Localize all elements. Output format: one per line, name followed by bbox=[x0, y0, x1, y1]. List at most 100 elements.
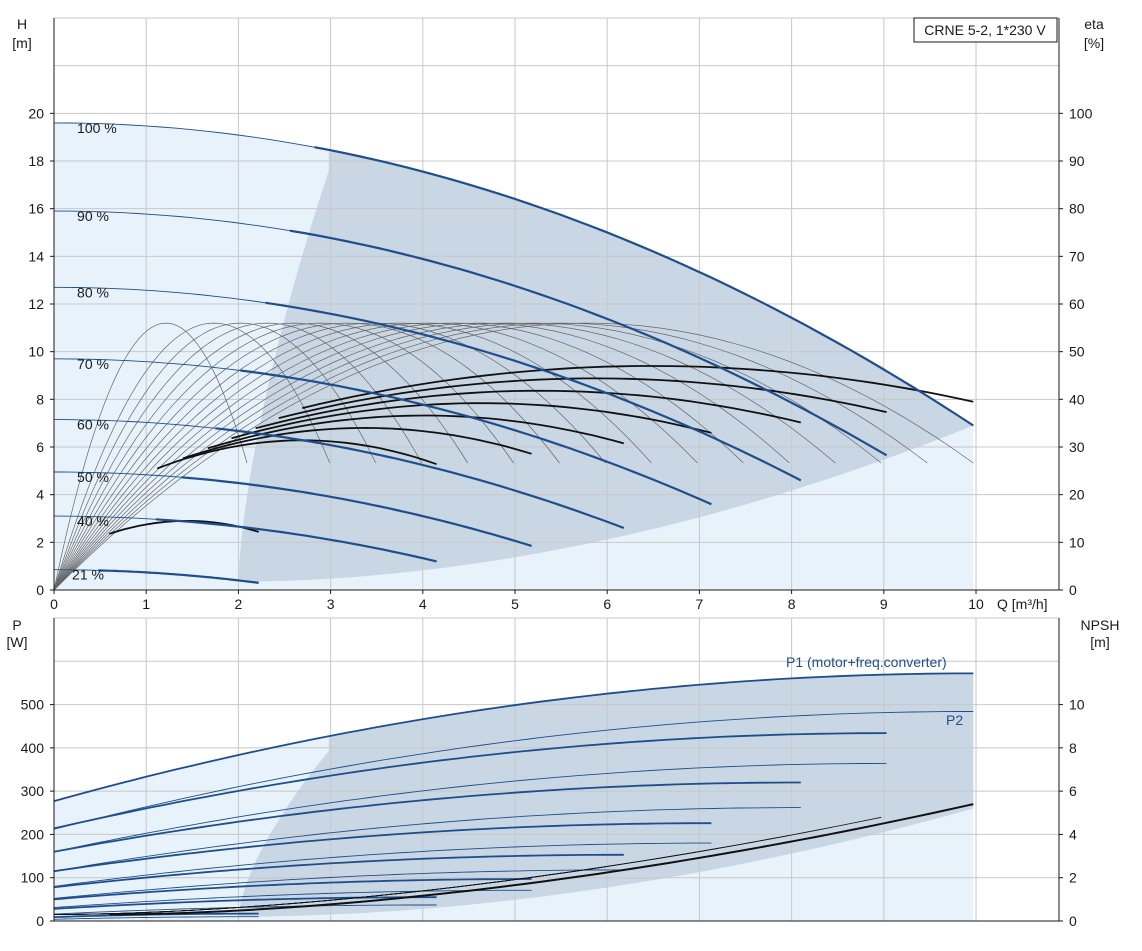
y-right-tick-label: 40 bbox=[1069, 391, 1085, 407]
efficiency-operating-curve bbox=[231, 402, 712, 440]
p2-curve bbox=[53, 842, 712, 887]
efficiency-operating-curve bbox=[207, 414, 625, 450]
x-tick-label: 8 bbox=[788, 596, 796, 612]
y-left-tick-label: 16 bbox=[28, 201, 44, 217]
y-right-tick-label: 100 bbox=[1069, 105, 1093, 121]
y-left-unit-top: [m] bbox=[12, 35, 31, 51]
x-tick-label: 3 bbox=[327, 596, 335, 612]
y-right-title-bottom: NPSH bbox=[1081, 617, 1120, 633]
efficiency-operating-curve bbox=[182, 426, 532, 460]
efficiency-operating-curve bbox=[301, 365, 974, 409]
speed-label: 21 % bbox=[72, 567, 104, 583]
y-left-tick-label: 20 bbox=[28, 105, 44, 121]
p-tick-label: 300 bbox=[21, 783, 45, 799]
x-tick-label: 9 bbox=[880, 596, 888, 612]
y-right-tick-label: 0 bbox=[1069, 582, 1077, 598]
p2-curve bbox=[53, 807, 801, 872]
speed-label: 80 % bbox=[77, 284, 109, 300]
y-left-tick-label: 2 bbox=[36, 534, 44, 550]
p-tick-label: 0 bbox=[36, 913, 44, 929]
efficiency-operating-curve bbox=[278, 377, 887, 419]
npsh-tick-label: 0 bbox=[1069, 913, 1077, 929]
npsh-tick-label: 4 bbox=[1069, 826, 1077, 842]
chart-title: CRNE 5-2, 1*230 V bbox=[924, 22, 1046, 38]
npsh-speed-curve bbox=[54, 879, 514, 915]
y-right-unit-bottom: [m] bbox=[1090, 634, 1109, 650]
y-left-tick-label: 6 bbox=[36, 439, 44, 455]
speed-label: 50 % bbox=[77, 469, 109, 485]
head-curve-thin bbox=[53, 358, 241, 371]
p2-curve bbox=[53, 916, 259, 920]
npsh-tick-label: 6 bbox=[1069, 783, 1077, 799]
y-left-tick-label: 14 bbox=[28, 248, 44, 264]
efficiency-curve bbox=[53, 322, 790, 591]
x-tick-label: 7 bbox=[696, 596, 704, 612]
head-curve bbox=[215, 427, 625, 530]
efficiency-curve bbox=[53, 322, 377, 591]
y-left-tick-label: 18 bbox=[28, 153, 44, 169]
head-curve bbox=[98, 569, 259, 584]
y-right-tick-label: 10 bbox=[1069, 534, 1085, 550]
p1-curve bbox=[53, 822, 712, 873]
head-curve bbox=[181, 476, 532, 547]
efficiency-curve bbox=[53, 322, 606, 591]
p-tick-label: 500 bbox=[21, 697, 45, 713]
chart-title-box bbox=[913, 17, 1058, 43]
x-tick-label: 4 bbox=[419, 596, 427, 612]
efficiency-curve bbox=[53, 322, 698, 591]
p2-series-label: P2 bbox=[946, 712, 963, 728]
efficiency-curve bbox=[53, 322, 423, 591]
p2-curve bbox=[53, 889, 532, 909]
x-axis-title: Q [m³/h] bbox=[997, 596, 1048, 612]
y-left-title-bottom: P bbox=[12, 617, 21, 633]
p1-curve bbox=[53, 896, 437, 910]
y-right-tick-label: 50 bbox=[1069, 344, 1085, 360]
y-right-title-top: eta bbox=[1084, 16, 1104, 32]
p-tick-label: 200 bbox=[21, 826, 45, 842]
y-right-tick-label: 20 bbox=[1069, 487, 1085, 503]
y-left-tick-label: 10 bbox=[28, 344, 44, 360]
x-tick-label: 0 bbox=[50, 596, 58, 612]
y-right-tick-label: 80 bbox=[1069, 201, 1085, 217]
p-tick-label: 100 bbox=[21, 870, 45, 886]
efficiency-curve bbox=[53, 322, 560, 591]
y-left-tick-label: 4 bbox=[36, 487, 44, 503]
p-tick-label: 400 bbox=[21, 740, 45, 756]
x-tick-label: 6 bbox=[603, 596, 611, 612]
head-curve-thin bbox=[54, 419, 225, 430]
p2-curve bbox=[53, 762, 887, 853]
head-curve bbox=[265, 301, 802, 482]
head-curve-thin bbox=[53, 122, 315, 148]
y-right-tick-label: 90 bbox=[1069, 153, 1085, 169]
efficiency-curve bbox=[53, 322, 514, 591]
head-curve-thin bbox=[54, 515, 169, 521]
head-curve bbox=[314, 146, 974, 427]
efficiency-curve bbox=[53, 322, 468, 591]
x-tick-label: 1 bbox=[142, 596, 150, 612]
x-tick-label: 5 bbox=[511, 596, 519, 612]
p1-curve bbox=[53, 853, 624, 889]
npsh-tick-label: 8 bbox=[1069, 740, 1077, 756]
head-curve-thin bbox=[54, 210, 290, 232]
speed-label: 90 % bbox=[77, 208, 109, 224]
p1-curve bbox=[53, 781, 801, 853]
p1-curve bbox=[53, 672, 974, 802]
efficiency-curve bbox=[53, 322, 928, 591]
y-left-unit-bottom: [W] bbox=[7, 634, 28, 650]
speed-label: 40 % bbox=[77, 513, 109, 529]
x-tick-label: 10 bbox=[968, 596, 984, 612]
head-curve bbox=[155, 518, 437, 563]
y-left-tick-label: 8 bbox=[36, 391, 44, 407]
y-left-tick-label: 12 bbox=[28, 296, 44, 312]
speed-label: 60 % bbox=[77, 417, 109, 433]
head-curve bbox=[289, 229, 888, 457]
p1-curve bbox=[53, 878, 532, 901]
efficiency-curve bbox=[53, 322, 331, 591]
y-right-tick-label: 60 bbox=[1069, 296, 1085, 312]
efficiency-curve bbox=[53, 322, 882, 591]
curves: 100 % 90 % 80 % 70 % 60 % 50 % 40 % 21 % bbox=[53, 120, 974, 920]
efficiency-operating-curve bbox=[255, 389, 802, 430]
efficiency-curve bbox=[53, 322, 974, 591]
npsh-tick-label: 2 bbox=[1069, 870, 1077, 886]
